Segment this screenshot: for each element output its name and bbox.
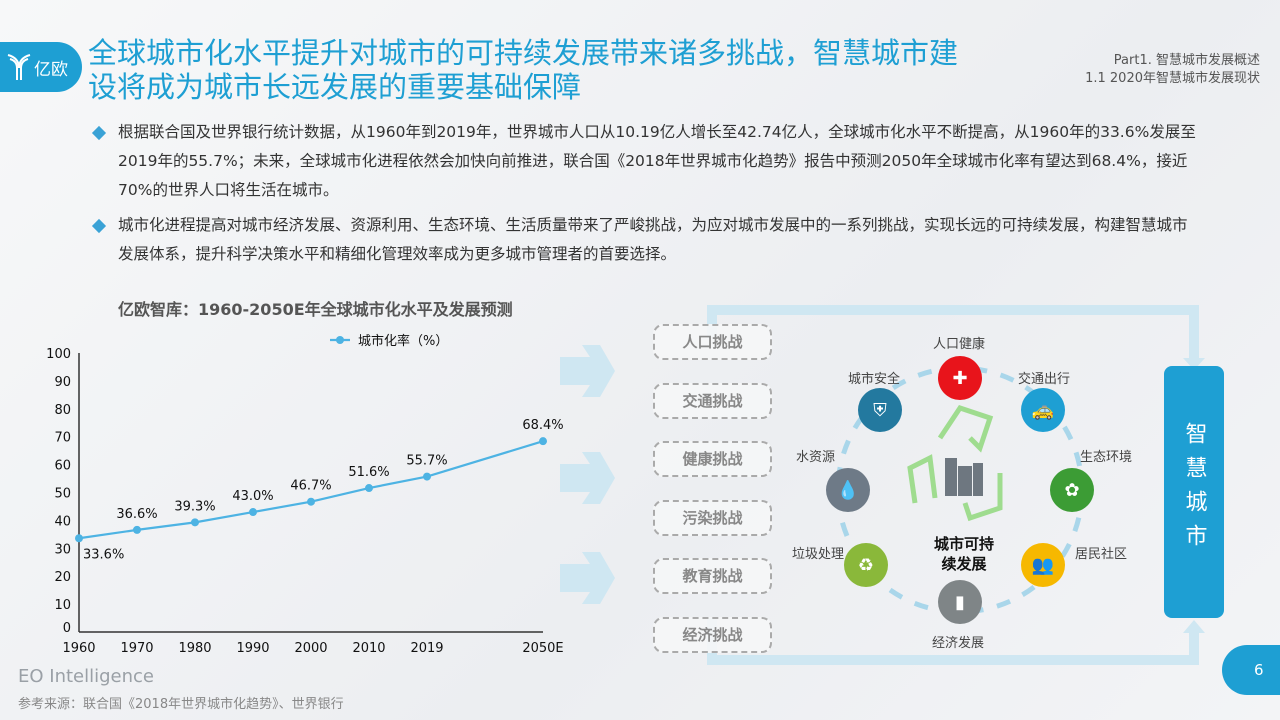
tree-icon: ✿ [1050,468,1094,512]
data-label: 68.4% [522,418,563,433]
building-icon: ▮ [938,580,982,624]
node-label: 生态环境 [1080,450,1133,465]
node-label: 水资源 [796,450,836,465]
footer-source: 参考来源：联合国《2018年世界城市化趋势》、世界银行 [18,697,344,712]
x-tick-label: 1970 [120,641,153,656]
page-title: 全球城市化水平提升对城市的可持续发展带来诸多挑战，智慧城市建设将成为城市长远发展… [88,36,959,104]
challenge-box: 教育挑战 [653,558,772,594]
medical-kit-icon: ✚ [938,356,982,400]
y-tick-label: 10 [54,598,71,613]
bullet-text: 城市化进程提高对城市经济发展、资源利用、生态环境、生活质量带来了严峻挑战，为应对… [118,216,1188,263]
x-tick-label: 1960 [62,641,95,656]
y-tick-label: 80 [54,403,71,418]
bullet-text: 根据联合国及世界银行统计数据，从1960年到2019年，世界城市人口从10.19… [118,123,1196,199]
logo: 亿欧 [0,42,82,92]
arrow-right-icon [560,345,615,397]
bullet-item: 根据联合国及世界银行统计数据，从1960年到2019年，世界城市人口从10.19… [90,118,1200,205]
x-tick-label: 1980 [178,641,211,656]
x-tick-label: 1990 [236,641,269,656]
city-buildings-icon [945,458,983,496]
y-tick-label: 30 [54,542,71,557]
y-tick-label: 100 [46,347,71,362]
challenge-box: 污染挑战 [653,499,772,536]
data-point [191,518,199,527]
y-tick-label: 70 [54,431,71,446]
y-tick-label: 40 [54,514,71,529]
data-label: 33.6% [83,547,124,562]
data-point [539,437,547,446]
chart-title: 亿欧智库：1960-2050E年全球城市化水平及发展预测 [118,300,513,319]
arrow-right-icon [560,552,615,604]
node-label: 交通出行 [1018,372,1071,387]
data-label: 46.7% [290,479,331,494]
challenge-box: 健康挑战 [653,441,772,477]
center-label-line2: 续发展 [941,555,987,573]
data-point [75,534,83,543]
challenge-box: 人口挑战 [653,324,772,360]
data-label: 36.6% [116,507,157,522]
trash-bin-icon: ♻ [844,543,888,587]
section-sublabel: 1.1 2020年智慧城市发展现状 [1085,71,1260,86]
data-point [423,472,431,481]
node-label: 城市安全 [848,372,901,387]
water-drop-icon: 💧 [826,468,870,512]
y-tick-label: 20 [54,570,71,585]
page-number: 6 [1222,645,1280,695]
diamond-bullet-icon [91,125,107,141]
legend-label: 城市化率（%） [358,333,448,349]
node-label: 居民社区 [1075,547,1128,562]
data-point [249,508,257,517]
challenge-box: 经济挑战 [653,616,772,653]
center-label: 城市可持 续发展 [924,534,1004,574]
section-label: Part1. 智慧城市发展概述 1.1 2020年智慧城市发展现状 [1085,52,1260,88]
challenge-box: 交通挑战 [653,382,772,419]
x-tick-label: 2010 [352,641,385,656]
x-tick-label: 2000 [294,641,327,656]
shield-icon: ⛨ [858,388,902,432]
taxi-icon: 🚕 [1021,388,1065,432]
people-icon: 👥 [1021,543,1065,587]
data-point [133,525,141,534]
data-label: 39.3% [174,499,215,514]
arrow-right-icon [560,452,615,504]
legend-marker [336,336,344,344]
data-point [307,497,315,506]
y-tick-label: 60 [54,459,71,474]
y-tick-label: 0 [63,621,71,636]
data-label: 51.6% [348,465,389,480]
series-line [78,440,544,540]
x-tick-label: 2019 [410,641,443,656]
node-label: 人口健康 [933,337,986,352]
logo-text: 亿欧 [34,59,68,80]
data-label: 55.7% [406,454,447,469]
y-tick-label: 50 [54,487,71,502]
center-label-line1: 城市可持 [933,535,994,553]
y-tick-label: 90 [54,375,71,390]
bullet-list: 根据联合国及世界银行统计数据，从1960年到2019年，世界城市人口从10.19… [90,118,1200,269]
bullet-item: 城市化进程提高对城市经济发展、资源利用、生态环境、生活质量带来了严峻挑战，为应对… [90,211,1200,269]
recycle-icon [907,405,1003,522]
footer-brand: EO Intelligence [18,666,154,687]
smart-city-box: 智慧城市 [1164,366,1224,618]
data-label: 43.0% [232,489,273,504]
logo-icon [7,54,31,80]
line-chart: 0 10 20 30 40 50 60 70 80 90 100 1960 1970 1980 1990 20… [46,333,563,656]
node-label: 经济发展 [932,636,985,651]
node-label: 垃圾处理 [792,547,845,562]
x-tick-label: 2050E [522,641,563,656]
diamond-bullet-icon [91,218,107,234]
part-label: Part1. 智慧城市发展概述 [1113,53,1260,68]
data-point [365,484,373,493]
